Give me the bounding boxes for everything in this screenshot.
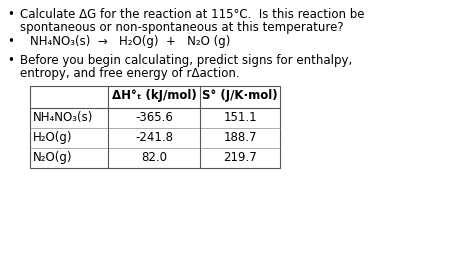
Text: NH₄NO₃(s)  →   H₂O(g)  +   N₂O (g): NH₄NO₃(s) → H₂O(g) + N₂O (g) xyxy=(30,35,230,48)
Text: Calculate ΔG for the reaction at 115°C.  Is this reaction be: Calculate ΔG for the reaction at 115°C. … xyxy=(20,8,365,21)
Text: 151.1: 151.1 xyxy=(223,111,257,124)
Text: -365.6: -365.6 xyxy=(135,111,173,124)
Text: Before you begin calculating, predict signs for enthalpy,: Before you begin calculating, predict si… xyxy=(20,54,352,67)
Text: 82.0: 82.0 xyxy=(141,151,167,164)
Text: 219.7: 219.7 xyxy=(223,151,257,164)
Text: H₂O(g): H₂O(g) xyxy=(33,131,73,144)
Text: •: • xyxy=(7,54,14,67)
Text: •: • xyxy=(7,8,14,21)
Text: S° (J/K·mol): S° (J/K·mol) xyxy=(202,89,278,102)
Text: 188.7: 188.7 xyxy=(223,131,257,144)
Text: •: • xyxy=(7,35,14,48)
Text: NH₄NO₃(s): NH₄NO₃(s) xyxy=(33,111,93,124)
Text: N₂O(g): N₂O(g) xyxy=(33,151,73,164)
Text: spontaneous or non-spontaneous at this temperature?: spontaneous or non-spontaneous at this t… xyxy=(20,21,344,34)
Text: ΔH°ₜ (kJ/mol): ΔH°ₜ (kJ/mol) xyxy=(111,89,196,102)
Text: -241.8: -241.8 xyxy=(135,131,173,144)
Text: entropy, and free energy of rΔaction.: entropy, and free energy of rΔaction. xyxy=(20,67,240,80)
Bar xyxy=(30,86,280,168)
